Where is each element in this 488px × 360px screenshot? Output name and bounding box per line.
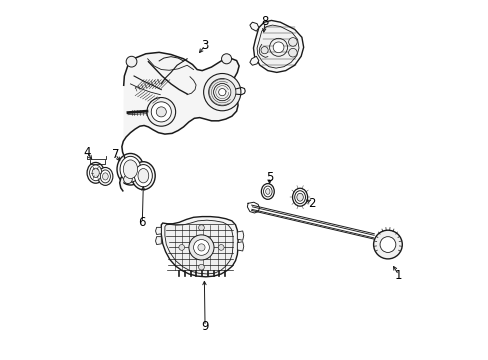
Circle shape xyxy=(126,56,137,67)
Polygon shape xyxy=(253,21,303,72)
Circle shape xyxy=(213,84,230,101)
Ellipse shape xyxy=(292,188,307,206)
Circle shape xyxy=(221,54,231,64)
Polygon shape xyxy=(161,217,238,277)
Ellipse shape xyxy=(87,162,104,183)
Polygon shape xyxy=(249,56,258,65)
Circle shape xyxy=(198,225,204,230)
Circle shape xyxy=(218,244,224,250)
Text: 8: 8 xyxy=(261,15,268,28)
Text: 4: 4 xyxy=(83,145,90,158)
Ellipse shape xyxy=(92,168,99,177)
Circle shape xyxy=(123,175,132,184)
Circle shape xyxy=(269,39,287,56)
Polygon shape xyxy=(164,220,233,274)
Polygon shape xyxy=(237,231,244,240)
Circle shape xyxy=(188,235,214,260)
Circle shape xyxy=(203,73,241,111)
Circle shape xyxy=(193,239,209,255)
Ellipse shape xyxy=(261,184,274,199)
Text: 1: 1 xyxy=(394,269,402,282)
Polygon shape xyxy=(237,242,244,251)
Polygon shape xyxy=(249,22,258,31)
Ellipse shape xyxy=(117,153,143,185)
Circle shape xyxy=(288,38,297,46)
Text: 2: 2 xyxy=(307,197,315,210)
Text: 3: 3 xyxy=(201,39,208,52)
Polygon shape xyxy=(120,52,239,192)
Polygon shape xyxy=(155,227,161,234)
Ellipse shape xyxy=(265,189,269,194)
Ellipse shape xyxy=(263,186,271,197)
Circle shape xyxy=(147,98,175,126)
Ellipse shape xyxy=(98,167,113,185)
Circle shape xyxy=(218,89,225,96)
Text: 6: 6 xyxy=(138,216,146,229)
Ellipse shape xyxy=(138,168,148,183)
Ellipse shape xyxy=(123,160,137,179)
Ellipse shape xyxy=(296,193,303,201)
Circle shape xyxy=(373,230,402,259)
Ellipse shape xyxy=(120,156,141,182)
Circle shape xyxy=(273,42,284,53)
Ellipse shape xyxy=(131,162,155,190)
Circle shape xyxy=(288,48,297,57)
Ellipse shape xyxy=(134,165,152,187)
Ellipse shape xyxy=(294,191,305,204)
Ellipse shape xyxy=(89,165,102,181)
Polygon shape xyxy=(155,237,161,244)
Text: 5: 5 xyxy=(265,171,273,184)
Circle shape xyxy=(198,264,204,270)
Circle shape xyxy=(261,46,267,54)
Ellipse shape xyxy=(100,170,110,183)
Circle shape xyxy=(179,244,184,250)
Circle shape xyxy=(156,107,166,117)
Circle shape xyxy=(198,244,204,251)
Circle shape xyxy=(151,102,171,122)
Ellipse shape xyxy=(102,173,108,180)
Polygon shape xyxy=(257,25,298,68)
Circle shape xyxy=(379,237,395,252)
Text: 7: 7 xyxy=(111,148,119,161)
Circle shape xyxy=(208,78,235,106)
Text: 9: 9 xyxy=(201,320,208,333)
